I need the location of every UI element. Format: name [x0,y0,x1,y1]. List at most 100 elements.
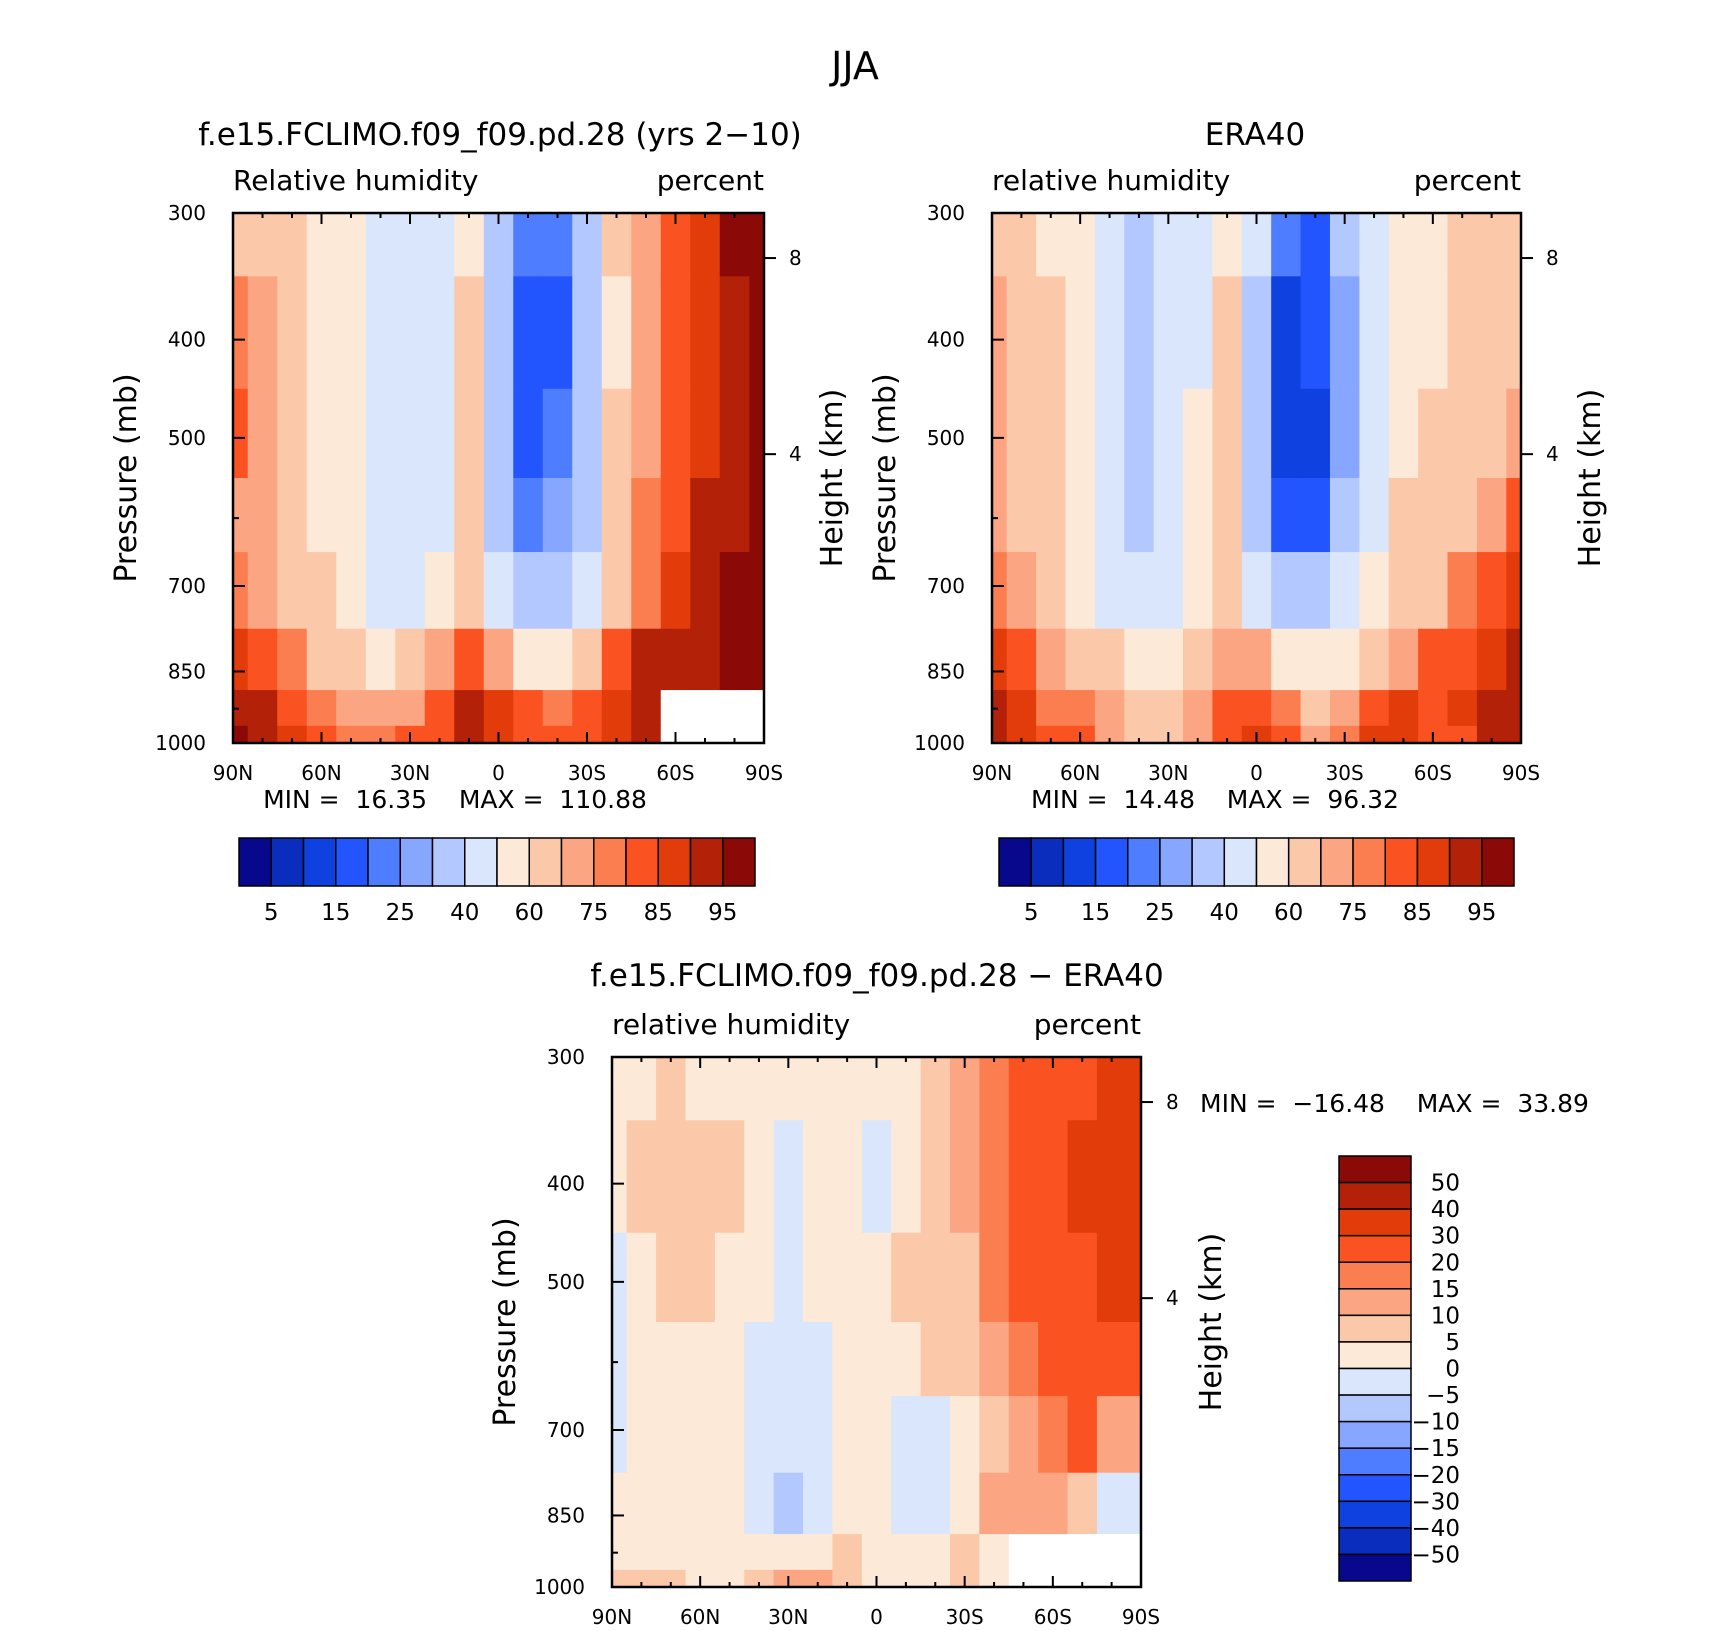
x-tick-label: 60S [1034,1605,1072,1629]
heatmap-cell [803,1569,834,1588]
heatmap-cell [1506,725,1522,744]
heatmap-cell [424,725,455,744]
heatmap-cell [1065,628,1096,691]
colorbar-swatch [1338,1447,1412,1476]
heatmap-cell [749,276,765,390]
heatmap-cell [992,628,1008,691]
colorbar-label: 40 [450,900,479,926]
heatmap-cell [660,552,691,630]
heatmap-cell [1153,388,1184,479]
heatmap-cell [744,1472,775,1535]
colorbar-swatch [399,837,434,887]
heatmap-cell [1447,388,1478,479]
heatmap-cell [1271,552,1302,630]
heatmap-cell [1418,690,1449,727]
heatmap-cell [1008,1569,1039,1588]
heatmap-cell [247,478,278,553]
heatmap-cell [744,1534,775,1571]
figure-title: JJA [829,44,879,88]
heatmap-cell [1271,725,1302,744]
heatmap-cell [1036,628,1067,691]
heatmap-cell [749,725,765,744]
heatmap-cell [690,628,721,691]
heatmap-cell [749,552,765,630]
colorbar-swatch [657,837,692,887]
heatmap-cell [719,276,750,390]
heatmap-cell [572,628,603,691]
colorbar-swatch [1338,1155,1412,1184]
colorbar-swatch [464,837,498,887]
heatmap-cell [949,1534,980,1571]
colorbar-label: 30 [1431,1224,1460,1250]
heatmap-cell [336,478,367,553]
heatmap-cell [1418,276,1449,390]
colorbar-label: 40 [1431,1197,1460,1223]
heatmap-cell [454,628,485,691]
heatmap-cell [803,1120,834,1234]
colorbar-swatch [1159,837,1193,887]
heatmap-cell [233,725,249,744]
colorbar-swatch [270,837,305,887]
heatmap-cell [626,1569,657,1588]
heatmap-cell [1212,628,1243,691]
min-max-stats: MIN = 14.48 MAX = 96.32 [1031,785,1399,814]
heatmap-cell [365,725,396,744]
variable-label: Relative humidity [233,164,478,197]
colorbar-swatch [998,837,1032,887]
heatmap-cell [1126,1232,1142,1323]
heatmap-cell [714,1232,745,1323]
x-tick-label: 60N [301,761,341,785]
heatmap-cell [861,1472,892,1535]
heatmap-cell [1418,552,1449,630]
colorbar-swatch [1338,1234,1412,1263]
heatmap-cell [749,690,765,727]
heatmap-cell [832,1534,863,1571]
x-tick-label: 30N [390,761,430,785]
heatmap-cell [891,1322,922,1397]
heatmap-cell [1094,725,1125,744]
heatmap-cell [601,388,632,479]
heatmap-cell [1126,1057,1142,1121]
heatmap-cell [1418,388,1449,479]
heatmap-cell [1329,478,1360,553]
x-ticks [232,213,765,743]
heatmap-cell [1183,725,1214,744]
heatmap-cell [626,1472,657,1535]
y-tick-label: 1000 [914,731,965,755]
heatmap-cell [483,690,514,727]
colorbar-label: 85 [1403,900,1432,926]
heatmap-cell [1388,213,1419,277]
heatmap-cell [1038,1232,1069,1323]
heatmap-cell [424,690,455,727]
heatmap-cell [714,1396,745,1474]
heatmap-cell [277,276,308,390]
heatmap-cell [1153,478,1184,553]
y-tick-label: 850 [168,659,206,683]
heatmap-cell [1038,1472,1069,1535]
heatmap-cell [1506,276,1522,390]
heatmap-cell [690,213,721,277]
heatmap-cell [832,1057,863,1121]
colorbar-swatch [1338,1181,1412,1210]
heatmap-cell [992,276,1008,390]
y-tick-label: 500 [168,426,206,450]
heatmap-cell [920,1472,951,1535]
heatmap-cell [690,690,721,727]
y-tick-label: 700 [547,1418,585,1442]
heatmap-cell [306,552,337,630]
heatmap-cell [1271,276,1302,390]
heatmap-cell [1359,690,1390,727]
heatmap-cell [572,552,603,630]
colorbar-swatch [1062,837,1097,887]
colorbar-label: −40 [1411,1516,1460,1542]
heatmap-cell [601,725,632,744]
heatmap-cell [1329,690,1360,727]
heatmap-cell [247,690,278,727]
colorbar-label: 5 [1445,1330,1460,1356]
heatmap-cell [612,1396,628,1474]
heatmap-cell [1006,478,1037,553]
heatmap-cell [424,388,455,479]
heatmap-cell [454,276,485,390]
heatmap-cell [395,478,426,553]
